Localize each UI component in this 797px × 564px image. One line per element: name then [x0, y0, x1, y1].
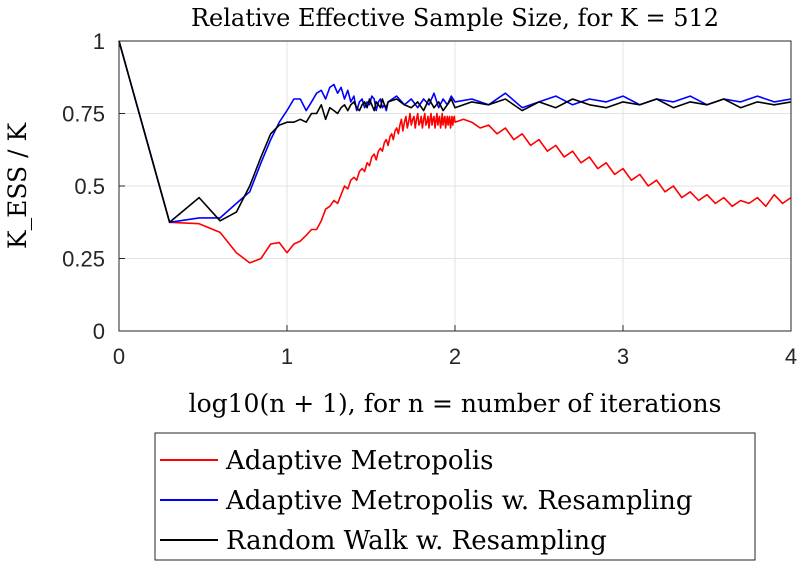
x-tick-label: 0 — [113, 344, 125, 369]
chart-title: Relative Effective Sample Size, for K = … — [191, 4, 719, 32]
legend-label-0[interactable]: Adaptive Metropolis — [225, 446, 493, 476]
series-line-2 — [118, 40, 792, 224]
y-tick-label: 1 — [93, 29, 105, 54]
legend[interactable]: Adaptive Metropolis Adaptive Metropolis w… — [154, 432, 756, 561]
y-ticks: 0 0.25 0.5 0.75 1 — [62, 29, 125, 344]
x-ticks: 0 1 2 3 4 — [113, 325, 797, 369]
y-tick-label: 0.75 — [62, 102, 105, 127]
series-line-0 — [118, 40, 792, 264]
y-tick-label: 0.5 — [74, 174, 105, 199]
plot-area: 0 1 2 3 4 0 0.25 0.5 0.75 1 — [62, 29, 797, 369]
legend-label-1[interactable]: Adaptive Metropolis w. Resampling — [225, 486, 693, 516]
legend-label-2[interactable]: Random Walk w. Resampling — [226, 526, 607, 556]
x-tick-label: 2 — [449, 344, 461, 369]
legend-box — [154, 432, 756, 561]
y-axis-label: K_ESS / K — [3, 122, 32, 250]
legend-items: Adaptive Metropolis Adaptive Metropolis w… — [160, 446, 693, 556]
series-layer — [118, 40, 792, 264]
y-tick-label: 0 — [93, 319, 105, 344]
x-tick-label: 3 — [617, 344, 629, 369]
x-tick-label: 1 — [281, 344, 293, 369]
x-tick-label: 4 — [785, 344, 797, 369]
x-axis-label: log10(n + 1), for n = number of iteratio… — [189, 389, 722, 418]
y-tick-label: 0.25 — [62, 247, 105, 272]
